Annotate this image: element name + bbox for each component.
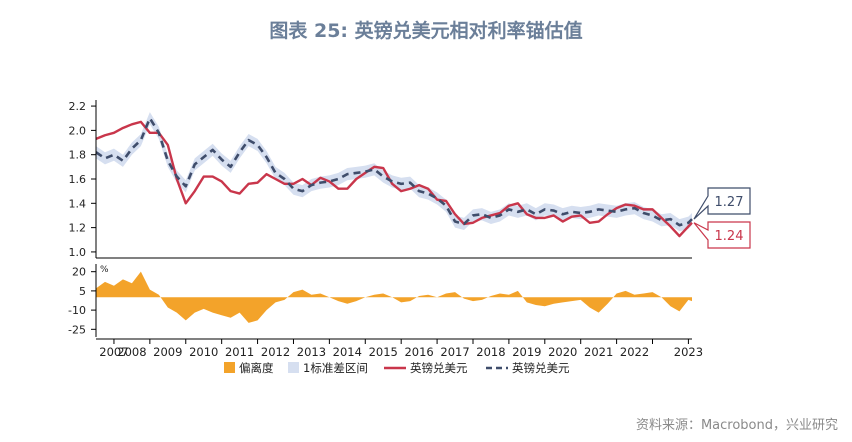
- x-tick-label: 2018: [476, 345, 505, 359]
- x-tick-label: 2011: [225, 345, 254, 359]
- x-tick-label: 2009: [153, 345, 182, 359]
- top-panel: 2.2 2.0 1.8 1.6 1.4 1.2 1.0: [69, 100, 693, 259]
- top-y-tick-label: 2.2: [69, 100, 87, 113]
- source-note: 资料来源：Macrobond，兴业研究: [635, 418, 838, 433]
- x-tick-label: 2010: [189, 345, 218, 359]
- legend-label: 英镑兑美元: [512, 361, 570, 375]
- chart-canvas: 2.22.01.81.61.41.21.0 205-10-25% 2007200…: [68, 100, 751, 375]
- bottom-y-tick-label: 5: [79, 285, 86, 298]
- bottom-y-unit: %: [100, 265, 109, 275]
- legend: 偏离度 1标准差区间 英镑兑美元 英镑兑美元: [224, 361, 570, 375]
- x-tick-label: 2016: [404, 345, 433, 359]
- x-tick-label: 2023: [674, 345, 703, 359]
- legend-swatch: [288, 362, 299, 373]
- x-tick-label: 2021: [584, 345, 613, 359]
- x-tick-label: 2017: [440, 345, 469, 359]
- x-tick-label: 2022: [620, 345, 649, 359]
- x-tick-label: 2015: [369, 345, 398, 359]
- callout-actual-box: [693, 221, 751, 249]
- bottom-y-tick-label: -10: [68, 304, 86, 317]
- bottom-y-tick-label: 20: [72, 266, 86, 279]
- legend-label: 英镑兑美元: [410, 361, 468, 375]
- bottom-y-tick-label: -25: [68, 323, 86, 336]
- chart-title: 图表 25: 英镑兑美元相对利率锚估值: [269, 20, 583, 42]
- top-y-tick-label: 1.2: [69, 222, 87, 235]
- callout-actual-label: 1.24: [715, 229, 744, 244]
- callouts: 1.27 1.24: [693, 187, 751, 249]
- x-tick-label: 2013: [297, 345, 326, 359]
- x-tick-label: 2019: [512, 345, 541, 359]
- series-gbpusd-line: [95, 120, 693, 238]
- top-y-tick-label: 2.0: [69, 124, 87, 137]
- top-y-tick-label: 1.8: [69, 149, 87, 162]
- x-tick-label: 2014: [333, 345, 362, 359]
- x-tick-label: 2012: [261, 345, 290, 359]
- std-band: [96, 112, 692, 232]
- deviation-area: [96, 271, 692, 323]
- x-tick-label: 2007: [99, 345, 128, 359]
- x-tick-label: 2008: [117, 345, 146, 359]
- callout-fair-box: [693, 187, 751, 220]
- series-gbpusd-fair-line: [95, 116, 693, 227]
- x-tick-label: 2020: [548, 345, 577, 359]
- top-y-tick-label: 1.6: [69, 173, 87, 186]
- bottom-panel: 20 5 -10 -25%: [68, 264, 692, 337]
- top-y-tick-label: 1.0: [69, 246, 87, 259]
- legend-label: 偏离度: [239, 361, 274, 375]
- legend-label: 1标准差区间: [303, 361, 368, 375]
- callout-fair-label: 1.27: [715, 195, 744, 210]
- legend-swatch: [224, 362, 235, 373]
- top-y-tick-label: 1.4: [69, 197, 87, 210]
